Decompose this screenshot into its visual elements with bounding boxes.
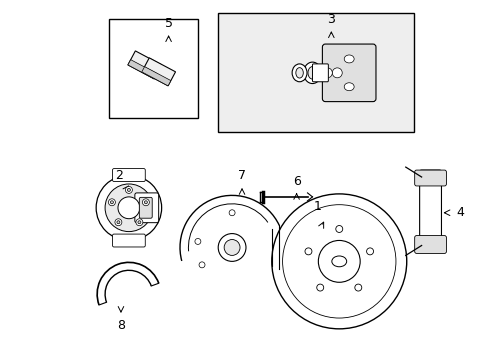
Circle shape bbox=[195, 238, 201, 244]
Ellipse shape bbox=[344, 83, 353, 91]
Ellipse shape bbox=[307, 67, 316, 79]
FancyBboxPatch shape bbox=[322, 44, 375, 102]
Circle shape bbox=[136, 219, 142, 226]
Circle shape bbox=[354, 284, 361, 291]
Circle shape bbox=[117, 221, 120, 224]
Circle shape bbox=[218, 234, 245, 261]
Bar bbox=[109, 19, 198, 118]
Circle shape bbox=[110, 201, 113, 204]
Circle shape bbox=[312, 68, 322, 78]
Ellipse shape bbox=[291, 64, 306, 82]
Circle shape bbox=[115, 219, 122, 226]
Circle shape bbox=[316, 284, 323, 291]
FancyBboxPatch shape bbox=[419, 170, 441, 251]
Circle shape bbox=[318, 240, 360, 282]
Text: 8: 8 bbox=[117, 319, 125, 332]
Circle shape bbox=[271, 194, 406, 329]
FancyBboxPatch shape bbox=[414, 170, 446, 186]
Ellipse shape bbox=[295, 68, 303, 78]
Circle shape bbox=[96, 175, 162, 240]
Circle shape bbox=[118, 197, 140, 219]
Ellipse shape bbox=[344, 55, 353, 63]
FancyBboxPatch shape bbox=[312, 64, 327, 82]
Ellipse shape bbox=[331, 256, 346, 267]
Text: 3: 3 bbox=[327, 13, 335, 26]
Text: 5: 5 bbox=[164, 17, 172, 30]
FancyBboxPatch shape bbox=[135, 193, 158, 223]
FancyBboxPatch shape bbox=[112, 234, 145, 247]
Circle shape bbox=[229, 210, 235, 216]
FancyBboxPatch shape bbox=[414, 235, 446, 253]
Text: 7: 7 bbox=[238, 168, 245, 181]
Text: 4: 4 bbox=[455, 206, 463, 219]
Text: 6: 6 bbox=[292, 175, 300, 189]
Text: 2: 2 bbox=[115, 168, 122, 181]
Circle shape bbox=[305, 248, 311, 255]
Circle shape bbox=[332, 68, 342, 78]
Circle shape bbox=[335, 225, 342, 233]
Bar bbox=[128, 51, 162, 79]
Bar bbox=[218, 13, 413, 132]
Circle shape bbox=[224, 239, 240, 255]
Circle shape bbox=[322, 68, 332, 78]
Text: 1: 1 bbox=[313, 200, 321, 213]
FancyBboxPatch shape bbox=[112, 168, 145, 181]
Circle shape bbox=[138, 221, 141, 224]
Circle shape bbox=[142, 199, 149, 206]
Bar bbox=[142, 67, 170, 86]
Circle shape bbox=[127, 188, 130, 192]
Circle shape bbox=[366, 248, 373, 255]
Bar bbox=[142, 58, 175, 86]
Circle shape bbox=[108, 199, 115, 206]
Circle shape bbox=[282, 205, 395, 318]
Circle shape bbox=[105, 184, 152, 231]
Ellipse shape bbox=[303, 62, 321, 84]
Bar bbox=[128, 60, 157, 79]
Circle shape bbox=[125, 186, 132, 193]
Circle shape bbox=[144, 201, 147, 204]
FancyBboxPatch shape bbox=[139, 197, 152, 218]
Circle shape bbox=[199, 262, 204, 268]
